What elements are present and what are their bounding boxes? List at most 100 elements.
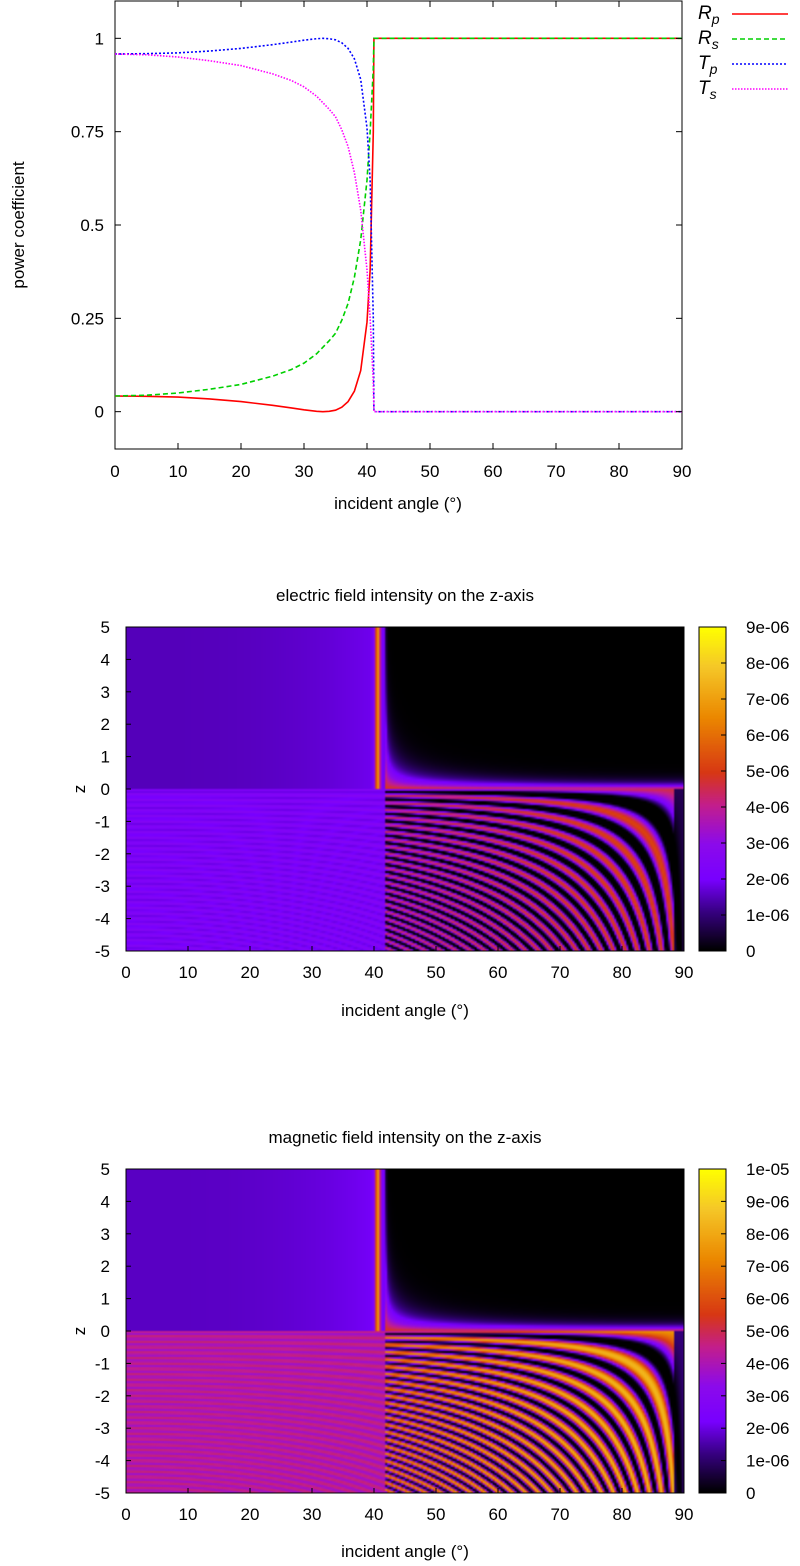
y-tick-label: 3	[101, 683, 110, 702]
legend-label-ts: Ts	[698, 78, 717, 102]
colorbar-tick-label: 5e-06	[746, 1322, 789, 1341]
x-tick-label: 60	[489, 963, 508, 982]
x-tick-label: 30	[303, 1505, 322, 1524]
colorbar-tick-label: 6e-06	[746, 726, 789, 745]
colorbar-tick-label: 8e-06	[746, 1225, 789, 1244]
colorbar-tick-label: 1e-06	[746, 906, 789, 925]
colorbar-tick-label: 7e-06	[746, 1257, 789, 1276]
x-tick-label: 80	[613, 1505, 632, 1524]
colorbar-tick-label: 3e-06	[746, 1387, 789, 1406]
colorbar-tick-label: 0	[746, 942, 755, 961]
x-tick-label: 40	[365, 963, 384, 982]
x-tick-label: 70	[551, 963, 570, 982]
x-axis-label: incident angle (°)	[334, 494, 462, 513]
series-line-rp	[115, 37, 682, 413]
y-tick-label: 2	[101, 715, 110, 734]
y-tick-label: 1	[95, 29, 104, 48]
y-tick-label: -3	[95, 877, 110, 896]
chart-title: electric field intensity on the z-axis	[276, 586, 534, 605]
legend-label-tp: Tp	[698, 53, 718, 77]
x-tick-label: 50	[427, 1505, 446, 1524]
y-tick-label: 0.75	[71, 123, 104, 142]
y-tick-label: -1	[95, 1354, 110, 1373]
heatmap-image	[126, 627, 684, 951]
x-tick-label: 90	[673, 462, 692, 481]
electric-field-heatmap-chart: electric field intensity on the z-axis 0…	[70, 586, 789, 1020]
x-tick-label: 20	[241, 1505, 260, 1524]
x-tick-label: 50	[427, 963, 446, 982]
colorbar-tick-label: 9e-06	[746, 1192, 789, 1211]
y-tick-label: -1	[95, 812, 110, 831]
y-tick-label: 0.25	[71, 309, 104, 328]
x-tick-label: 0	[121, 1505, 130, 1524]
y-tick-label: 3	[101, 1225, 110, 1244]
colorbar-tick-label: 1e-06	[746, 1452, 789, 1471]
colorbar-tick-label: 2e-06	[746, 870, 789, 889]
x-tick-label: 10	[179, 963, 198, 982]
colorbar-image	[699, 627, 726, 951]
x-tick-label: 0	[121, 963, 130, 982]
y-tick-label: -5	[95, 1484, 110, 1503]
y-tick-label: 2	[101, 1257, 110, 1276]
colorbar-tick-label: 5e-06	[746, 762, 789, 781]
colorbar-tick-label: 4e-06	[746, 798, 789, 817]
x-axis-label: incident angle (°)	[341, 1542, 469, 1561]
x-axis-label: incident angle (°)	[341, 1001, 469, 1020]
x-tick-label: 90	[675, 963, 694, 982]
colorbar-tick-label: 1e-05	[746, 1160, 789, 1179]
x-tick-label: 90	[675, 1505, 694, 1524]
colorbar-tick-label: 9e-06	[746, 618, 789, 637]
y-tick-label: 0	[101, 780, 110, 799]
colorbar-tick-label: 2e-06	[746, 1419, 789, 1438]
plot-frame	[114, 0, 683, 450]
x-tick-label: 80	[613, 963, 632, 982]
heatmap-image	[126, 1169, 684, 1493]
y-tick-label: 1	[101, 1290, 110, 1309]
y-axis-label: power coefficient	[9, 161, 28, 289]
x-tick-label: 10	[169, 462, 188, 481]
chart-title: magnetic field intensity on the z-axis	[268, 1128, 541, 1147]
colorbar-tick-label: 3e-06	[746, 834, 789, 853]
y-tick-label: 4	[101, 650, 110, 669]
x-tick-label: 20	[232, 462, 251, 481]
y-tick-label: -4	[95, 1452, 110, 1471]
y-axis-label: z	[70, 785, 89, 794]
y-tick-label: 5	[101, 1160, 110, 1179]
x-tick-label: 70	[547, 462, 566, 481]
y-tick-label: 4	[101, 1192, 110, 1211]
series-line-ts	[115, 53, 682, 413]
x-tick-label: 60	[484, 462, 503, 481]
y-tick-label: 0.5	[80, 216, 104, 235]
y-tick-label: 0	[101, 1322, 110, 1341]
colorbar-tick-label: 7e-06	[746, 690, 789, 709]
y-tick-label: -2	[95, 845, 110, 864]
x-tick-label: 40	[358, 462, 377, 481]
y-tick-label: -2	[95, 1387, 110, 1406]
x-tick-label: 0	[110, 462, 119, 481]
x-tick-label: 40	[365, 1505, 384, 1524]
x-tick-label: 30	[295, 462, 314, 481]
colorbar-frame	[698, 626, 727, 952]
colorbar-tick-label: 6e-06	[746, 1290, 789, 1309]
y-axis-label: z	[70, 1327, 89, 1336]
x-tick-label: 80	[610, 462, 629, 481]
y-tick-label: -5	[95, 942, 110, 961]
colorbar-tick-label: 4e-06	[746, 1354, 789, 1373]
y-tick-label: 0	[95, 403, 104, 422]
power-coefficient-chart: 0 10 20 30 40 50 60 70 80 90 0 0.25 0.5 0.75 1 incide…	[9, 0, 788, 513]
x-tick-label: 50	[421, 462, 440, 481]
x-tick-label: 30	[303, 963, 322, 982]
magnetic-field-heatmap-chart: magnetic field intensity on the z-axis 0…	[70, 1128, 789, 1561]
legend-label-rs: Rs	[698, 28, 719, 52]
y-tick-label: 5	[101, 618, 110, 637]
x-tick-label: 20	[241, 963, 260, 982]
series-line-rs	[115, 37, 682, 397]
colorbar-tick-label: 0	[746, 1484, 755, 1503]
x-tick-label: 10	[179, 1505, 198, 1524]
series-line-tp	[115, 37, 682, 413]
legend-label-rp: Rp	[698, 3, 720, 27]
colorbar-tick-label: 8e-06	[746, 654, 789, 673]
y-tick-label: 1	[101, 748, 110, 767]
